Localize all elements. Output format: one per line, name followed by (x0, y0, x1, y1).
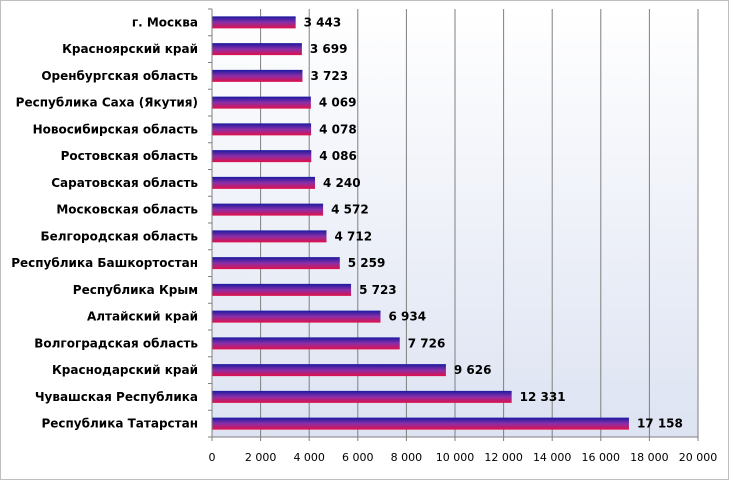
bar (212, 390, 512, 403)
bar (212, 69, 303, 82)
bar (212, 96, 311, 109)
bar (212, 230, 327, 243)
x-tick-label: 10 000 (436, 451, 475, 464)
category-label: Новосибирская область (33, 122, 199, 136)
bar (212, 123, 312, 136)
category-label: Волгоградская область (34, 336, 198, 350)
category-label: Республика Саха (Якутия) (16, 96, 198, 110)
bar (212, 417, 629, 430)
bar (212, 310, 381, 323)
category-label: Алтайский край (87, 310, 198, 324)
bar (212, 150, 312, 163)
value-label: 3 723 (310, 69, 348, 83)
value-label: 17 158 (637, 417, 683, 431)
bar (212, 364, 446, 377)
value-label: 9 626 (454, 363, 492, 377)
value-label: 3 699 (310, 42, 348, 56)
value-label: 3 443 (304, 15, 342, 29)
category-label: Республика Крым (73, 283, 198, 297)
bar (212, 43, 302, 56)
value-label: 4 086 (319, 149, 357, 163)
x-tick-labels: 0 2 000 4 000 6 000 8 000 10 000 12 000 14 000 1… (209, 451, 718, 464)
category-label: Чувашская Республика (35, 390, 198, 404)
x-tick-label: 20 000 (679, 451, 718, 464)
x-tick-label: 8 000 (391, 451, 423, 464)
x-tick-label: 14 000 (533, 451, 572, 464)
bar (212, 257, 340, 270)
value-labels: 3 443 3 699 3 723 4 069 4 078 4 086 4 240 4 572… (304, 15, 683, 430)
x-tick-label: 2 000 (245, 451, 277, 464)
category-label: Московская область (56, 203, 198, 217)
category-label: Саратовская область (51, 176, 198, 190)
x-tick-label: 4 000 (293, 451, 325, 464)
value-label: 4 078 (319, 122, 357, 136)
x-tick-label: 16 000 (582, 451, 621, 464)
value-label: 4 240 (323, 176, 361, 190)
category-label: Республика Башкортостан (11, 256, 198, 270)
category-label: Ростовская область (61, 149, 199, 163)
bar (212, 176, 316, 189)
category-label: Оренбургская область (41, 69, 198, 83)
x-tick-label: 0 (209, 451, 216, 464)
value-label: 4 572 (331, 203, 369, 217)
value-label: 12 331 (520, 390, 566, 404)
category-label: Краснодарский край (52, 363, 198, 377)
category-label: г. Москва (132, 15, 198, 29)
category-label: Белгородская область (40, 229, 198, 243)
category-label: Республика Татарстан (41, 417, 198, 431)
x-tick-label: 12 000 (484, 451, 523, 464)
bar (212, 283, 352, 296)
category-labels: г. Москва Красноярский край Оренбургская о… (11, 15, 198, 430)
bar (212, 337, 400, 350)
value-label: 7 726 (408, 336, 446, 350)
bars (212, 16, 629, 430)
value-label: 6 934 (388, 310, 426, 324)
value-label: 4 712 (335, 229, 373, 243)
x-tick-label: 18 000 (630, 451, 669, 464)
x-tick-label: 6 000 (342, 451, 374, 464)
value-label: 5 723 (359, 283, 397, 297)
value-label: 5 259 (348, 256, 386, 270)
category-label: Красноярский край (62, 42, 198, 56)
value-label: 4 069 (319, 96, 357, 110)
bar (212, 16, 296, 29)
bar (212, 203, 324, 216)
grid-lines (208, 8, 699, 441)
